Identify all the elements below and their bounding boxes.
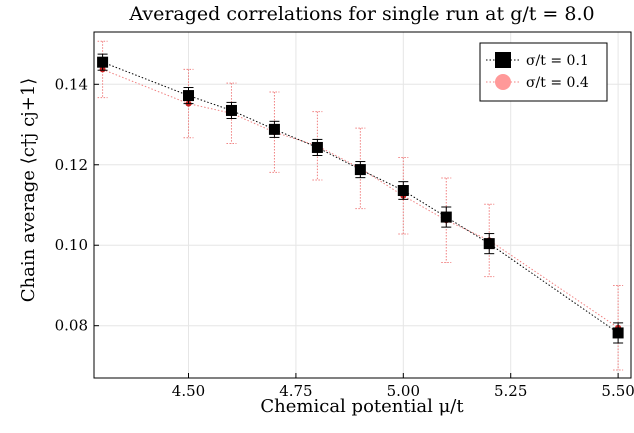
x-tick-label: 5.25 [494,382,527,400]
y-tick-label: 0.14 [55,75,88,93]
legend-marker [495,52,511,68]
x-axis-label: Chemical potential μ/t [260,396,464,417]
legend-box [479,42,608,102]
legend: σ/t = 0.1 σ/t = 0.4 [479,42,608,102]
data-point [483,238,495,250]
y-axis-label: Chain average ⟨c†j cj+1⟩ [18,78,39,303]
chart-title: Averaged correlations for single run at … [128,3,594,25]
series-layer [97,40,624,371]
data-point [225,104,237,116]
x-tick-label: 5.50 [601,382,634,400]
x-tick-label: 4.75 [279,382,312,400]
y-tick-label: 0.08 [55,317,88,335]
data-point [397,185,409,197]
series-line [102,61,619,334]
data-point [183,90,195,102]
data-point [612,327,624,339]
series-1 [97,53,624,344]
plot-frame [93,31,632,379]
data-point [440,211,452,223]
x-tick-label: 4.50 [172,382,205,400]
x-tick-label: 5.00 [387,382,420,400]
legend-label: σ/t = 0.4 [526,75,589,91]
legend-marker [495,74,511,90]
data-point [97,56,109,68]
data-point [268,123,280,135]
axes [93,31,632,379]
data-point [354,164,366,176]
y-tick-label: 0.10 [55,236,88,254]
legend-label: σ/t = 0.1 [526,53,589,69]
data-point [311,141,323,153]
series-line [102,68,619,329]
y-tick-label: 0.12 [55,156,88,174]
error-bar [398,157,409,235]
